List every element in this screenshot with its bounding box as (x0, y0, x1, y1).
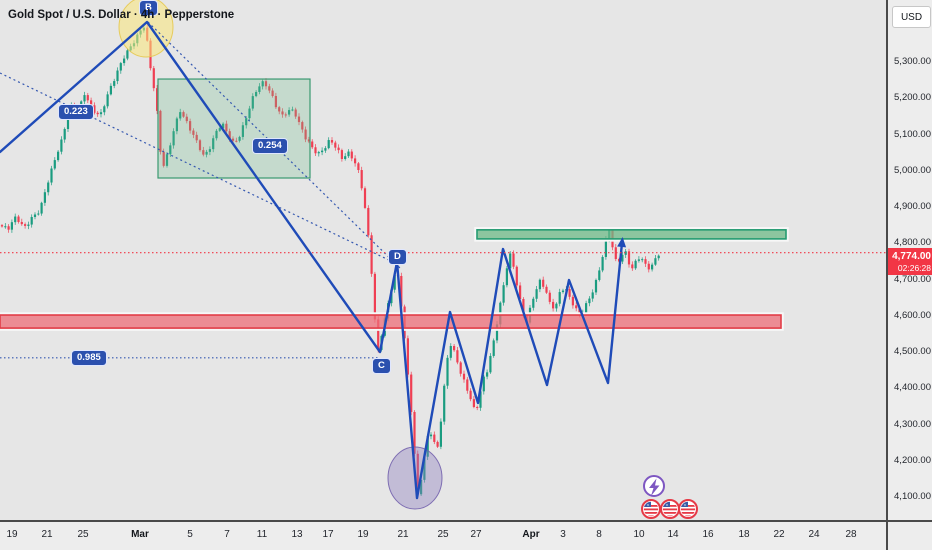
time-tick-label: 22 (773, 529, 785, 540)
time-tick-label: 8 (596, 529, 602, 540)
time-tick-label: 21 (41, 529, 53, 540)
time-tick-label: 14 (667, 529, 679, 540)
time-tick-label: 17 (322, 529, 334, 540)
time-tick-label: 19 (6, 529, 18, 540)
price-tick-label: 5,000.00 (894, 164, 931, 176)
time-tick-label: 19 (357, 529, 369, 540)
time-tick-label: 7 (224, 529, 230, 540)
price-tick-label: 5,200.00 (894, 92, 931, 104)
price-tick-label: 4,600.00 (894, 309, 931, 321)
time-tick-label: 21 (397, 529, 409, 540)
us-flag-event-icon[interactable] (660, 499, 680, 519)
symbol-title[interactable]: Gold Spot / U.S. Dollar · 4h · Peppersto… (8, 9, 235, 21)
harmonic-label-d[interactable]: D (388, 249, 407, 265)
time-tick-label: 16 (702, 529, 714, 540)
time-tick-label: 24 (808, 529, 820, 540)
time-tick-label: 27 (470, 529, 482, 540)
time-tick-label: 25 (437, 529, 449, 540)
price-tick-label: 4,900.00 (894, 201, 931, 212)
time-tick-label: 11 (256, 529, 268, 540)
axis-corner-divider (886, 522, 888, 550)
last-price-badge: 4,774.00 02:26:28 (888, 248, 932, 275)
time-tick-month-label: Apr (522, 529, 540, 540)
ratio-label-0985[interactable]: 0.985 (71, 350, 107, 366)
zigzag-projection[interactable] (0, 20, 627, 500)
time-tick-label: 28 (845, 529, 857, 540)
us-flag-event-icon[interactable] (678, 499, 698, 519)
time-tick-month-label: Mar (131, 529, 149, 540)
economic-event-flag-icons[interactable] (641, 499, 698, 519)
time-tick-label: 25 (77, 529, 89, 540)
price-tick-label: 4,300.00 (894, 418, 931, 430)
ratio-label-0254[interactable]: 0.254 (252, 138, 288, 154)
price-tick-label: 4,800.00 (894, 237, 931, 249)
lightning-event-icon[interactable] (643, 475, 665, 497)
us-flag-event-icon[interactable] (641, 499, 661, 519)
time-tick-label: 13 (291, 529, 303, 540)
time-tick-label: 10 (633, 529, 645, 540)
ratio-label-0223[interactable]: 0.223 (58, 104, 94, 120)
price-axis[interactable]: USD 5,300.00 5,200.00 5,100.00 5,000.00 4,90… (886, 0, 932, 520)
time-axis[interactable]: 19 21 25 Mar 5 7 11 13 17 19 21 25 27 Apr 3 8 10 14 16 18 22… (0, 520, 932, 550)
price-tick-label: 4,200.00 (894, 454, 931, 466)
harmonic-label-b[interactable]: B (139, 0, 158, 16)
price-tick-label: 4,400.00 (894, 382, 931, 394)
consolidation-box[interactable] (157, 78, 311, 179)
harmonic-label-c[interactable]: C (372, 358, 391, 374)
time-tick-label: 3 (560, 529, 566, 540)
candlestick-series (0, 24, 660, 497)
bar-countdown: 02:26:28 (897, 262, 931, 273)
price-tick-label: 4,100.00 (894, 491, 931, 502)
price-tick-label: 4,500.00 (894, 346, 931, 357)
last-price-value: 4,774.00 (892, 250, 931, 262)
time-tick-label: 18 (738, 529, 750, 540)
price-tick-label: 4,700.00 (894, 273, 931, 285)
price-tick-label: 5,300.00 (894, 56, 931, 67)
time-tick-label: 5 (187, 529, 193, 540)
currency-toggle-button[interactable]: USD (892, 6, 931, 28)
price-tick-label: 5,100.00 (894, 128, 931, 140)
